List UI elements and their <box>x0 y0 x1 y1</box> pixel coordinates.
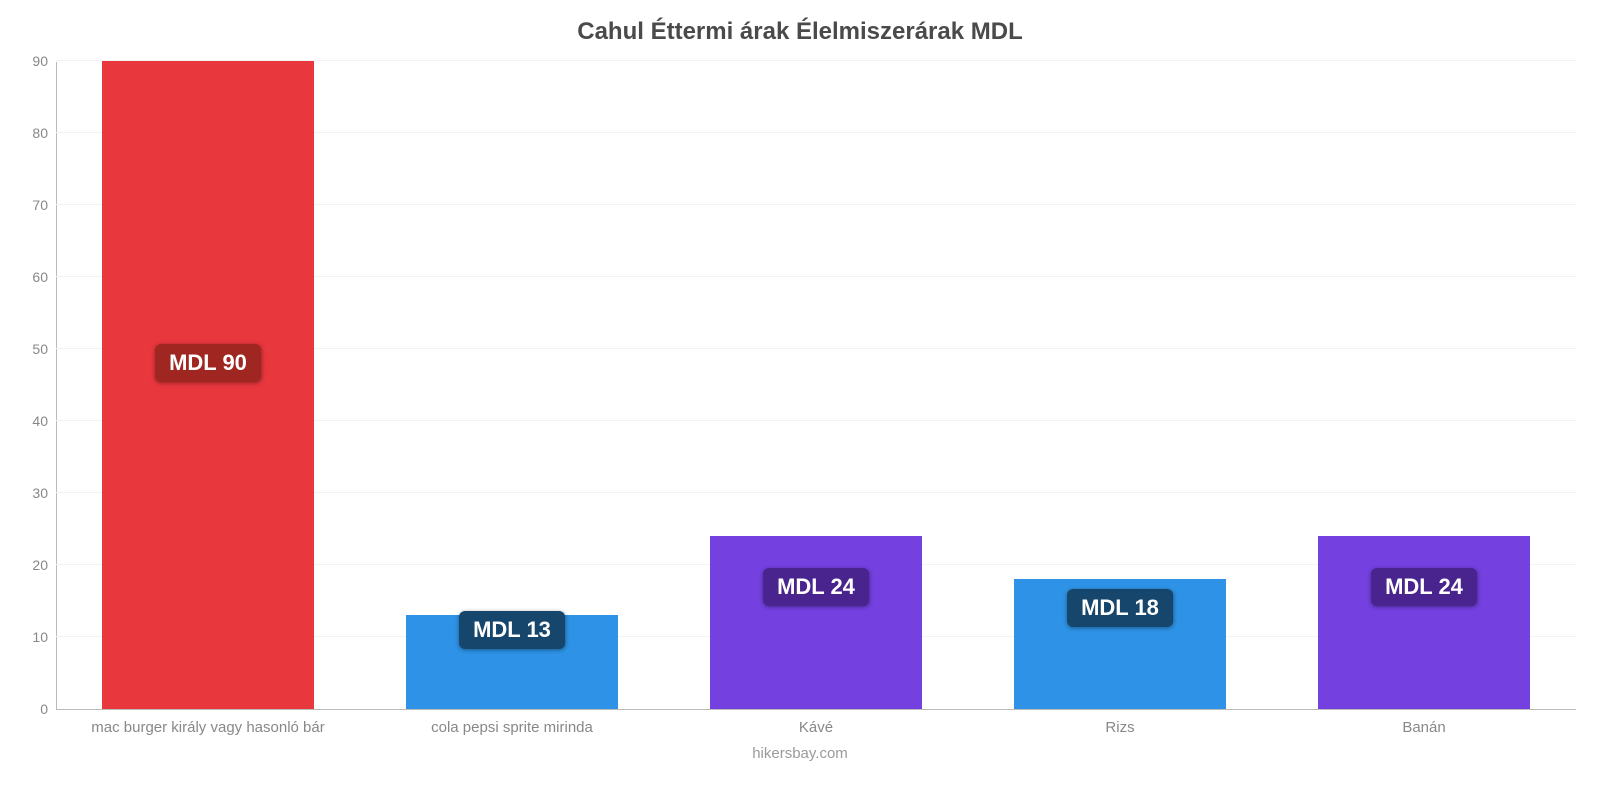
bar <box>102 61 315 709</box>
ytick-label: 70 <box>32 197 56 213</box>
bar-value-badge: MDL 13 <box>459 611 565 649</box>
xtick-label: Banán <box>1402 709 1445 736</box>
bar <box>1318 536 1531 709</box>
ytick-label: 30 <box>32 485 56 501</box>
bar-value-badge: MDL 24 <box>763 568 869 606</box>
bar-value-badge: MDL 24 <box>1371 568 1477 606</box>
xtick-label: mac burger király vagy hasonló bár <box>91 709 324 736</box>
ytick-label: 0 <box>40 701 56 717</box>
plot-area: 0102030405060708090mac burger király vag… <box>56 62 1576 710</box>
y-axis-line <box>56 62 57 709</box>
bar-value-badge: MDL 90 <box>155 344 261 382</box>
ytick-label: 10 <box>32 629 56 645</box>
bar-chart: Cahul Éttermi árak Élelmiszerárak MDL 01… <box>0 0 1600 800</box>
ytick-label: 20 <box>32 557 56 573</box>
bar <box>710 536 923 709</box>
ytick-label: 80 <box>32 125 56 141</box>
ytick-label: 50 <box>32 341 56 357</box>
xtick-label: cola pepsi sprite mirinda <box>431 709 593 736</box>
ytick-label: 40 <box>32 413 56 429</box>
ytick-label: 60 <box>32 269 56 285</box>
chart-title: Cahul Éttermi árak Élelmiszerárak MDL <box>0 18 1600 46</box>
xtick-label: Kávé <box>799 709 833 736</box>
xtick-label: Rizs <box>1105 709 1134 736</box>
ytick-label: 90 <box>32 53 56 69</box>
attribution-text: hikersbay.com <box>0 745 1600 762</box>
bar-value-badge: MDL 18 <box>1067 589 1173 627</box>
